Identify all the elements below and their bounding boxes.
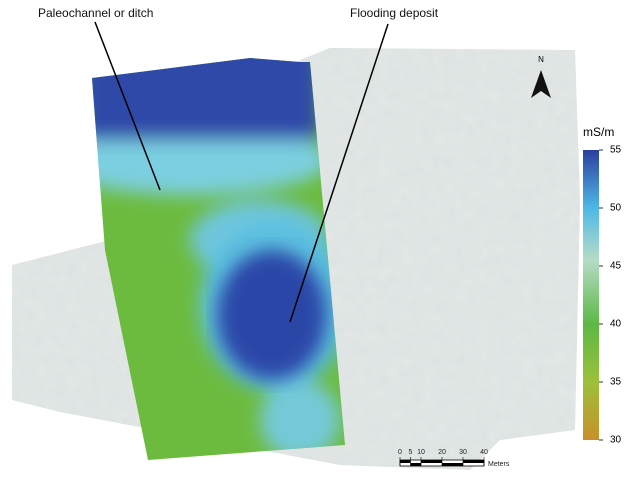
colorbar-ticks: 55 50 45 40 35 30 — [599, 145, 622, 446]
map: Paleochannel or ditch Flooding deposit N… — [0, 0, 643, 482]
scale-bar-label: 5 — [409, 449, 413, 456]
scale-bar-segment — [400, 460, 411, 463]
colorbar-unit: mS/m — [583, 125, 614, 139]
scale-bar-segment — [421, 460, 442, 463]
scale-bar-label: 20 — [438, 449, 446, 456]
scale-bar-segment — [463, 460, 484, 463]
scale-bar-label: 0 — [398, 449, 402, 456]
colorbar-tick-label: 35 — [610, 377, 622, 388]
annotation: Paleochannel or ditch — [38, 6, 153, 20]
scale-bar-label: 30 — [459, 449, 467, 456]
colorbar-tick-label: 55 — [610, 145, 622, 156]
scale-bar-segment — [442, 463, 463, 466]
scale-bar-segment — [411, 463, 422, 466]
colorbar-tick-label: 50 — [610, 203, 622, 214]
colorbar-tick-label: 45 — [610, 261, 622, 272]
annotation: Flooding deposit — [350, 6, 439, 20]
colorbar-tick-label: 30 — [610, 435, 622, 446]
scale-bar-label: 40 — [480, 449, 488, 456]
scale-bar-label: 10 — [417, 449, 425, 456]
colorbar — [583, 150, 599, 440]
north-label: N — [538, 55, 544, 64]
colorbar-tick-label: 40 — [610, 319, 622, 330]
scale-bar-unit: Meters — [488, 461, 510, 468]
